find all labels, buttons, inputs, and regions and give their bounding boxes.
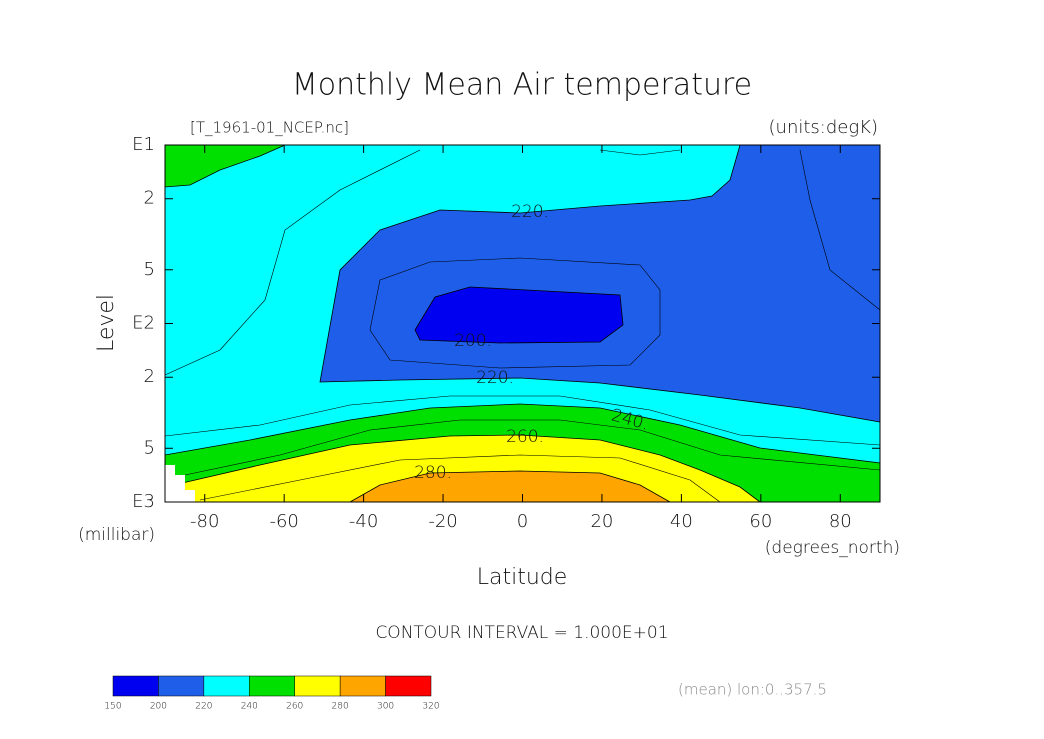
dataset-label: [T_1961-01_NCEP.nc] — [190, 119, 349, 137]
contour-line — [199, 454, 721, 503]
plot-area: 220. 200. 220. 240. 260. 280. — [164, 144, 881, 503]
contour-line — [799, 149, 881, 311]
colorbar-label: 240 — [241, 702, 258, 712]
contour-interval: CONTOUR INTERVAL = 1.000E+01 — [375, 623, 668, 643]
y-units: (millibar) — [78, 525, 155, 545]
x-tick-label: 40 — [670, 511, 693, 532]
colorbar-label: 300 — [377, 702, 394, 712]
x-tick-label: 80 — [829, 511, 852, 532]
contour-band — [319, 144, 881, 423]
missing-data — [165, 465, 195, 502]
units-label: (units:degK) — [769, 117, 878, 138]
x-units: (degrees_north) — [765, 538, 900, 558]
contour-line — [369, 257, 661, 369]
y-tick-label: 5 — [144, 259, 155, 280]
x-tick-label: -80 — [190, 511, 219, 532]
colorbar-label: 260 — [286, 702, 303, 712]
colorbar-label: 280 — [332, 702, 349, 712]
colorbar-label: 150 — [104, 702, 121, 712]
y-tick-label: 2 — [144, 366, 155, 387]
colorbar-segment — [203, 675, 250, 697]
contour-line — [164, 149, 421, 376]
contour-band — [348, 470, 672, 503]
contour-line — [599, 149, 681, 156]
contour-band — [414, 286, 624, 344]
colorbar-label: 220 — [195, 702, 212, 712]
colorbar-segment — [385, 675, 432, 697]
colorbar-segment — [158, 675, 205, 697]
colorbar-segment — [249, 675, 295, 697]
colorbar-label: 320 — [422, 702, 439, 712]
contour-line — [164, 395, 881, 446]
contour-label: 280. — [414, 463, 452, 483]
x-tick-label: -20 — [428, 511, 457, 532]
colorbar-segment — [339, 675, 386, 697]
y-tick-label: E2 — [132, 313, 155, 334]
colorbar-segment — [112, 675, 159, 697]
y-tick-label: 2 — [144, 188, 155, 209]
contour-label: 260. — [506, 427, 544, 447]
colorbar-segment — [294, 675, 341, 697]
colorbar-label: 200 — [150, 702, 167, 712]
x-tick-label: -60 — [269, 511, 298, 532]
contour-label: 220. — [511, 202, 549, 222]
x-tick-label: 0 — [517, 511, 528, 532]
contour-label: 200. — [454, 331, 492, 351]
y-tick-label: 5 — [144, 437, 155, 458]
y-tick-label: E3 — [132, 491, 155, 512]
y-tick-label: E1 — [132, 134, 155, 155]
y-axis-title: Level — [94, 294, 119, 352]
footer-note: (mean) lon:0..357.5 — [678, 681, 827, 699]
x-tick-label: 60 — [749, 511, 772, 532]
contour-label: 220. — [476, 368, 514, 388]
contour-line — [184, 419, 881, 476]
x-axis-title: Latitude — [477, 565, 568, 590]
chart-title: Monthly Mean Air temperature — [292, 68, 752, 103]
x-tick-label: 20 — [590, 511, 613, 532]
x-tick-label: -40 — [349, 511, 378, 532]
